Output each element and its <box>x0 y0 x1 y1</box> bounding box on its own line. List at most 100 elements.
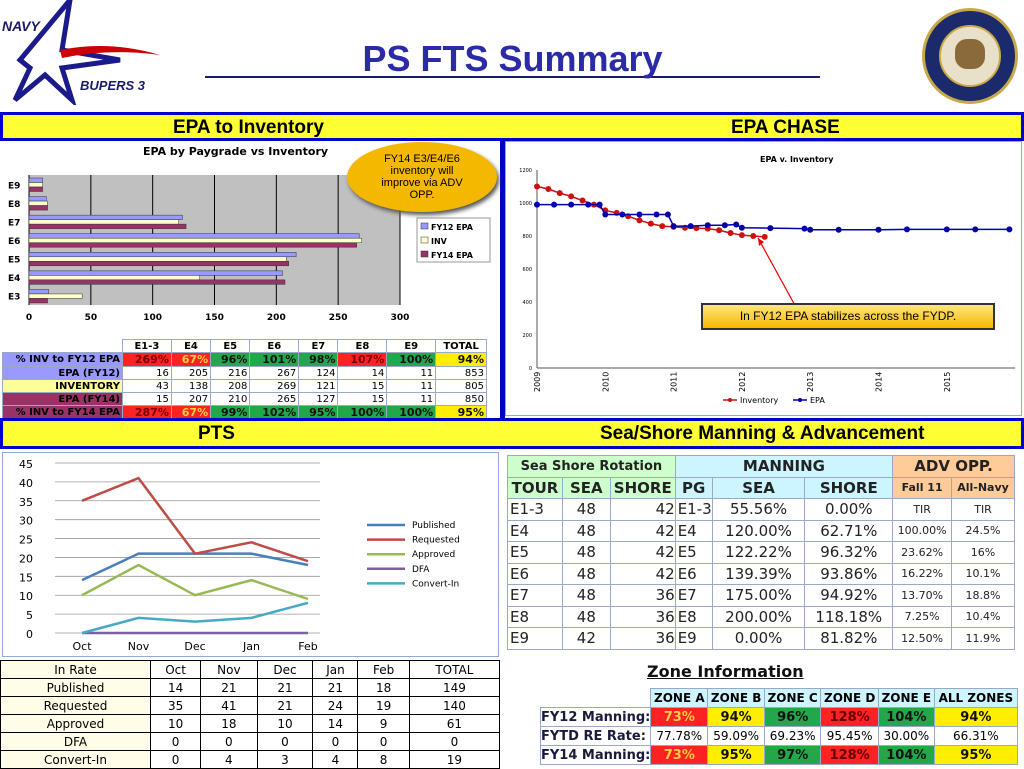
column-header: TOUR <box>507 476 563 499</box>
cell: E4 <box>674 519 713 542</box>
data-point <box>835 226 842 233</box>
cell: 18 <box>200 714 258 733</box>
legend-box <box>416 217 491 263</box>
column-header: ZONE D <box>820 688 879 708</box>
bar-fy14-epa <box>28 205 48 211</box>
x-tick-label: 150 <box>205 313 224 323</box>
cell: 94% <box>435 352 487 367</box>
data-point <box>647 220 654 227</box>
cell: 210 <box>210 392 251 406</box>
cell: 16.22% <box>892 562 953 585</box>
cell: 107% <box>337 352 388 367</box>
bar-fy14-epa <box>28 186 43 192</box>
cell: 205 <box>170 366 212 380</box>
logo-navy-text: NAVY <box>2 18 40 34</box>
table-row: E7 48 36 E7 175.00% 94.92% 13.70% 18.8% <box>507 584 1015 607</box>
cell: E8 <box>674 605 713 628</box>
cell: 19 <box>357 696 410 715</box>
legend-label: Published <box>412 521 455 531</box>
y-tick-label: E9 <box>8 181 20 191</box>
cell: 95.45% <box>820 726 879 746</box>
cell: 127 <box>298 392 339 406</box>
cell: 175.00% <box>711 584 806 607</box>
cell: 94.92% <box>804 584 894 607</box>
bar-inv <box>28 219 179 225</box>
section-sea-shore: Sea/Shore Manning & Advancement <box>600 423 925 444</box>
data-point <box>761 233 768 240</box>
data-point <box>534 183 540 190</box>
pts-header-row: In Rate Oct Nov Dec Jan Feb TOTAL <box>0 660 501 679</box>
cell: 128% <box>820 707 879 727</box>
y-tick-label: 600 <box>522 267 532 273</box>
cell: 104% <box>877 707 935 727</box>
cell: 95% <box>435 405 487 420</box>
cell: 267 <box>249 366 300 380</box>
table-row: INVENTORY 43 138 208 269 121 15 11 805 <box>2 379 487 393</box>
table-row: Published 14 21 21 21 18 149 <box>0 678 501 697</box>
navy-star-icon <box>12 0 160 109</box>
cell: 850 <box>435 392 487 406</box>
cell: 8 <box>357 750 410 769</box>
table-row: Convert-In 0 4 3 4 8 19 <box>0 750 501 769</box>
data-point <box>619 211 626 218</box>
legend-label: FY12 EPA <box>431 223 474 232</box>
column-header: Fall 11 <box>892 476 953 499</box>
cell: 62.71% <box>804 519 894 542</box>
table-row: E8 48 36 E8 200.00% 118.18% 7.25% 10.4% <box>507 605 1015 628</box>
cell: 93.86% <box>804 562 894 585</box>
cell: 149 <box>408 678 501 697</box>
y-tick-label: 30 <box>19 515 33 528</box>
logo-bupers-text: BUPERS 3 <box>80 78 146 93</box>
cell: 104% <box>877 745 935 765</box>
data-point <box>568 193 575 200</box>
legend-swatch <box>420 236 429 244</box>
cell: 48 <box>561 584 611 607</box>
x-tick-label: 2011 <box>670 372 679 392</box>
x-tick-label: 200 <box>267 313 286 323</box>
data-point <box>653 211 660 218</box>
column-header: E5 <box>210 339 251 353</box>
cell: 23.62% <box>892 541 953 564</box>
group-header: Sea Shore Rotation <box>507 455 676 478</box>
bar-fy12-epa <box>28 214 183 220</box>
cell: 10 <box>256 714 314 733</box>
manning-table: Sea Shore Rotation MANNING ADV OPP. TOUR SEA… <box>507 455 1015 650</box>
cell: 9 <box>357 714 410 733</box>
data-point <box>704 222 711 229</box>
bar-fy14-epa <box>28 242 357 248</box>
cell: E7 <box>507 584 563 607</box>
cell: 16% <box>951 541 1015 564</box>
table-row: FY12 Manning: 73% 94% 96% 128% 104% 94% <box>539 707 1019 727</box>
cell: 48 <box>561 519 611 542</box>
legend-label: Convert-In <box>412 579 459 589</box>
cell: 69.23% <box>763 726 822 746</box>
bar-fy14-epa <box>28 261 289 267</box>
bar-fy12-epa <box>28 270 283 276</box>
bar-fy14-epa <box>28 223 187 229</box>
divider <box>500 140 505 418</box>
line-chart-title: EPA v. Inventory <box>760 155 834 164</box>
cell: 67% <box>170 352 212 367</box>
series-line-epa <box>537 203 1010 231</box>
cell: 73% <box>650 745 709 765</box>
column-header: Jan <box>312 660 359 679</box>
y-tick-label: 35 <box>19 496 33 509</box>
cell: 265 <box>249 392 300 406</box>
cell: 16 <box>122 366 172 380</box>
series-line-requested <box>81 476 309 563</box>
cell: 0.00% <box>711 627 806 650</box>
y-tick-label: 20 <box>19 552 33 565</box>
column-header: SHORE <box>804 476 894 499</box>
table-row: FYTD RE Rate: 77.78% 59.09% 69.23% 95.45% 30.… <box>539 726 1019 746</box>
cell: TIR <box>951 498 1015 521</box>
cell: 42 <box>609 498 676 521</box>
cell: 36 <box>609 627 676 650</box>
y-tick-label: E4 <box>8 274 20 284</box>
bar-fy12-epa <box>28 252 297 258</box>
cell: 100% <box>386 352 437 367</box>
table-row: EPA (FY12) 16 205 216 267 124 14 11 853 <box>2 366 487 380</box>
bar-fy12-epa <box>28 177 43 183</box>
y-tick-label: 0 <box>529 366 532 372</box>
x-tick-label: 2010 <box>601 372 610 392</box>
legend-label: Requested <box>412 536 460 546</box>
